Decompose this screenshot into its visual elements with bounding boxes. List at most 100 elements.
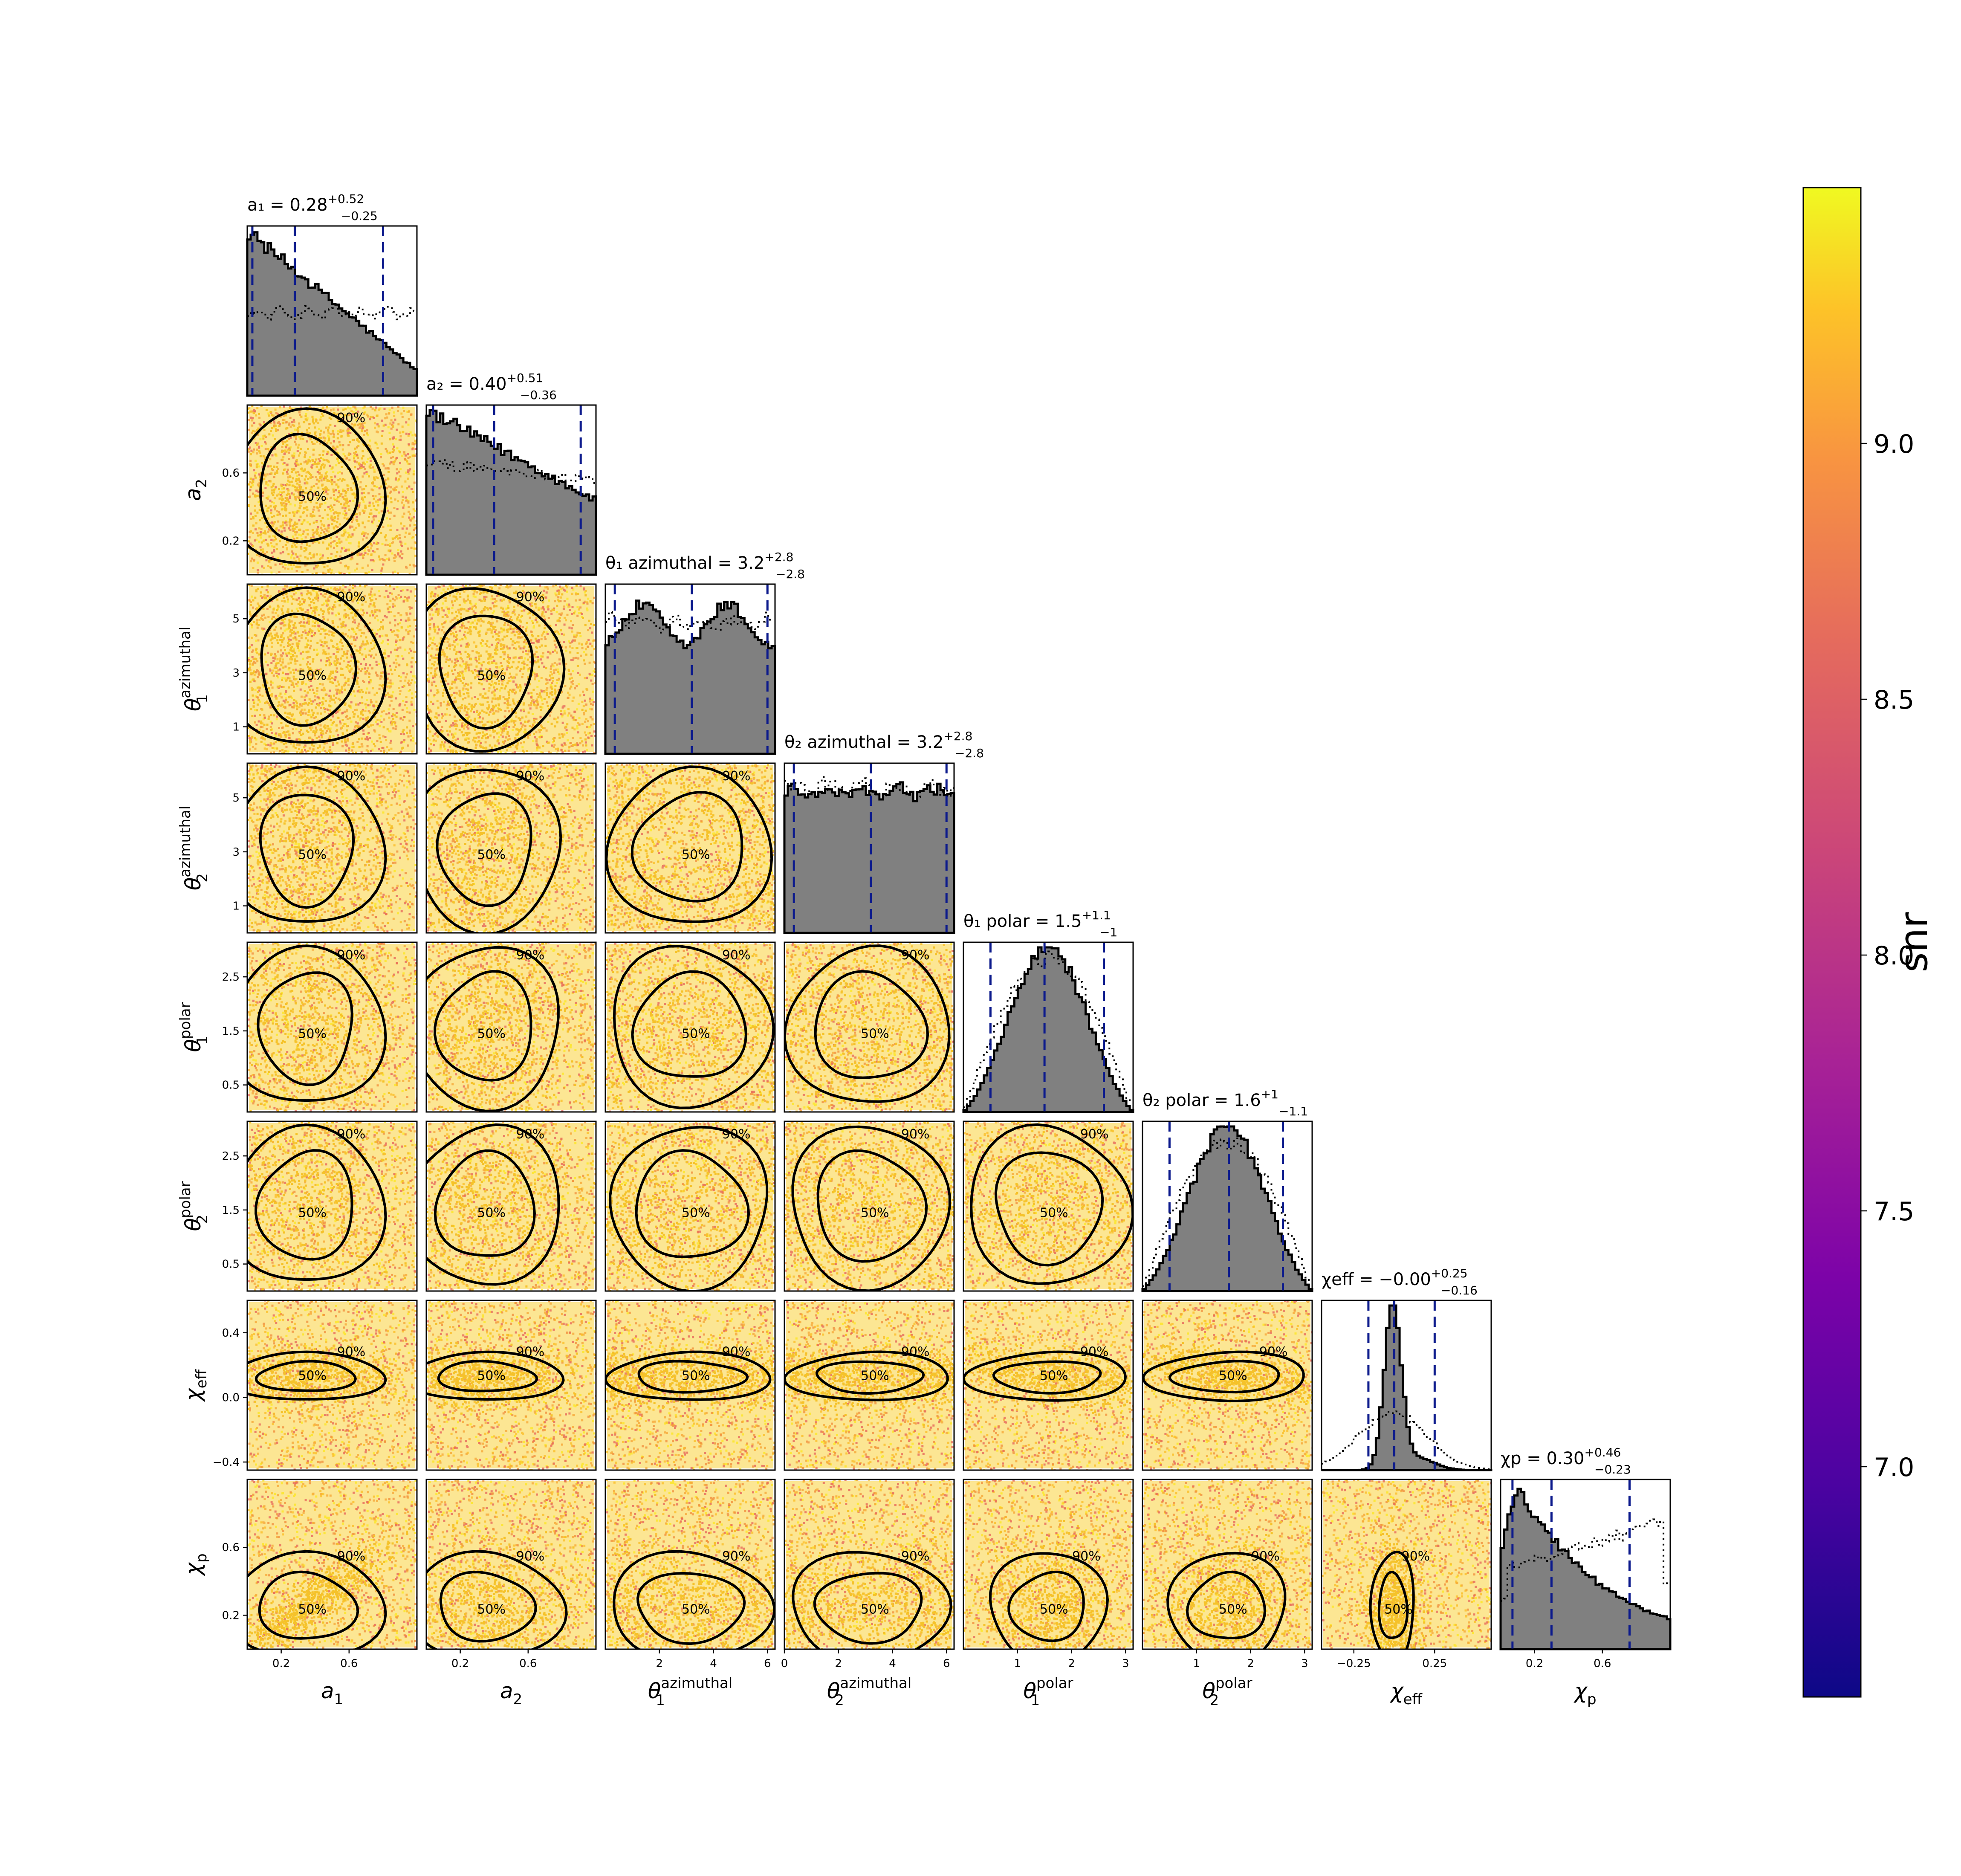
title-a2: a₂ = 0.40+0.51 bbox=[426, 371, 543, 394]
contour-50 bbox=[1168, 1360, 1280, 1394]
scatter-points: 50% 90% bbox=[1142, 1479, 1312, 1649]
contour-50 bbox=[816, 1149, 928, 1263]
scatter-points: 50% 90% bbox=[605, 1479, 775, 1649]
histogram-frame bbox=[784, 762, 955, 934]
contour-90 bbox=[792, 1551, 952, 1649]
contour-90 bbox=[605, 1350, 772, 1401]
scatter-points: 50% 90% bbox=[426, 763, 596, 933]
axis-label-sub: 1 bbox=[194, 1036, 211, 1045]
title-plus: +2.8 bbox=[943, 729, 972, 743]
contour-label-50: 50% bbox=[1040, 1368, 1068, 1383]
title-lead: a₁ = 0.28 bbox=[247, 195, 328, 215]
scatter-points-3 bbox=[964, 1479, 1133, 1649]
scatter-points-core bbox=[247, 1121, 416, 1291]
title-a1: a₁ = 0.28+0.52 bbox=[247, 192, 364, 215]
x-tick-label: 6 bbox=[764, 1657, 771, 1670]
y-tick-label: 0.2 bbox=[222, 1609, 240, 1622]
prior-histogram bbox=[963, 950, 1133, 1109]
axis-label-sub: 1 bbox=[334, 1691, 344, 1708]
contour-90 bbox=[247, 407, 387, 565]
scatter-points-3 bbox=[426, 1121, 595, 1291]
contour-label-50: 50% bbox=[477, 1205, 506, 1220]
contour-50 bbox=[257, 971, 353, 1086]
scatter-a1-vs-theta2_azimuthal: 50% 90% bbox=[246, 762, 418, 934]
contour-90 bbox=[989, 1552, 1109, 1649]
axis-label-chi_eff: χeff bbox=[181, 1369, 210, 1402]
scatter-a1-vs-theta2_polar: 50% 90% bbox=[246, 1120, 418, 1292]
x-tick-label: 0.6 bbox=[519, 1657, 537, 1670]
contour-label-50: 50% bbox=[298, 1026, 327, 1041]
prior-histogram bbox=[1322, 1410, 1491, 1470]
scatter-a2-vs-chi_p: 50% 90% bbox=[425, 1479, 597, 1650]
x-tick-label: 2 bbox=[835, 1657, 842, 1670]
contour-label-50: 50% bbox=[298, 1368, 327, 1383]
panel-frame bbox=[246, 762, 418, 934]
panel-frame bbox=[246, 1300, 418, 1471]
histogram-frame bbox=[604, 583, 776, 755]
panel-frame bbox=[246, 404, 418, 576]
title-plus: +1.1 bbox=[1082, 908, 1111, 922]
scatter-points-core bbox=[426, 942, 596, 1112]
contour-50 bbox=[992, 1360, 1102, 1395]
axis-label-symbol: θ bbox=[181, 877, 205, 891]
scatter-points-3 bbox=[247, 763, 417, 933]
scatter-theta1_azimuthal-vs-chi_eff: 50% 90% bbox=[604, 1300, 776, 1471]
contour-label-90: 90% bbox=[337, 590, 366, 605]
panel-frame bbox=[425, 1300, 597, 1471]
axis-label-symbol: θ bbox=[1023, 1679, 1036, 1703]
contour-50 bbox=[1186, 1570, 1267, 1640]
panel-frame bbox=[784, 1120, 955, 1292]
scatter-a1-vs-theta1_azimuthal: 50% 90% bbox=[246, 583, 418, 755]
axis-label-sup: azimuthal bbox=[177, 627, 194, 698]
scatter-points: 50% 90% bbox=[247, 942, 417, 1112]
title-chi_eff: χeff = −0.00+0.25 bbox=[1322, 1266, 1468, 1289]
scatter-points: 50% 90% bbox=[247, 1121, 417, 1291]
contour-label-90: 90% bbox=[516, 948, 545, 963]
contour-label-50: 50% bbox=[682, 1205, 710, 1220]
scatter-points-3 bbox=[248, 1479, 417, 1649]
scatter-points-core bbox=[963, 1479, 1133, 1649]
scatter-points-4 bbox=[428, 1479, 596, 1649]
axis-label-sup: polar bbox=[177, 1181, 194, 1218]
title-minus: −0.25 bbox=[341, 209, 378, 223]
density-fill bbox=[249, 944, 415, 1110]
contour-90 bbox=[613, 945, 775, 1109]
x-tick-label: 2 bbox=[1247, 1657, 1254, 1670]
contour-90 bbox=[605, 765, 773, 923]
axis-label-sub: 1 bbox=[194, 694, 211, 704]
title-minus: −0.23 bbox=[1594, 1462, 1631, 1476]
y-tick-label: 1 bbox=[232, 721, 240, 734]
scatter-points-core bbox=[605, 1494, 775, 1649]
contour-label-50: 50% bbox=[1040, 1602, 1068, 1617]
panel-frame bbox=[425, 762, 597, 934]
x-tick-label: 6 bbox=[943, 1657, 950, 1670]
contour-label-50: 50% bbox=[1040, 1205, 1068, 1220]
scatter-points-4 bbox=[964, 1479, 1133, 1649]
contour-label-90: 90% bbox=[337, 411, 366, 426]
scatter-points: 50% 90% bbox=[784, 942, 954, 1112]
x-tick-label: 3 bbox=[1301, 1657, 1308, 1670]
scatter-points: 50% 90% bbox=[247, 1300, 417, 1470]
x-tick-label: 0.2 bbox=[272, 1657, 290, 1670]
scatter-points: 50% 90% bbox=[963, 1300, 1133, 1470]
contour-label-90: 90% bbox=[722, 948, 751, 963]
posterior-histogram bbox=[425, 409, 597, 576]
axis-label-symbol: a bbox=[181, 488, 205, 501]
axis-label-symbol: a bbox=[321, 1679, 334, 1703]
axis-label-a2: a2 bbox=[500, 1679, 522, 1708]
panel-frame bbox=[604, 1120, 776, 1292]
scatter-a2-vs-theta1_polar: 50% 90% bbox=[425, 941, 597, 1113]
contour-50 bbox=[631, 970, 748, 1078]
panel-frame bbox=[1321, 1479, 1492, 1650]
posterior-histogram bbox=[604, 599, 776, 755]
contour-label-50: 50% bbox=[477, 847, 506, 862]
contour-label-50: 50% bbox=[682, 1368, 710, 1383]
scatter-points-core bbox=[247, 405, 417, 575]
contour-90 bbox=[247, 1550, 387, 1649]
contour-50 bbox=[255, 1360, 357, 1392]
contour-50 bbox=[1377, 1570, 1409, 1639]
scatter-points-core bbox=[606, 1121, 775, 1291]
contour-label-50: 50% bbox=[682, 1602, 710, 1617]
contour-50 bbox=[255, 1149, 353, 1261]
histogram-frame bbox=[425, 404, 597, 576]
